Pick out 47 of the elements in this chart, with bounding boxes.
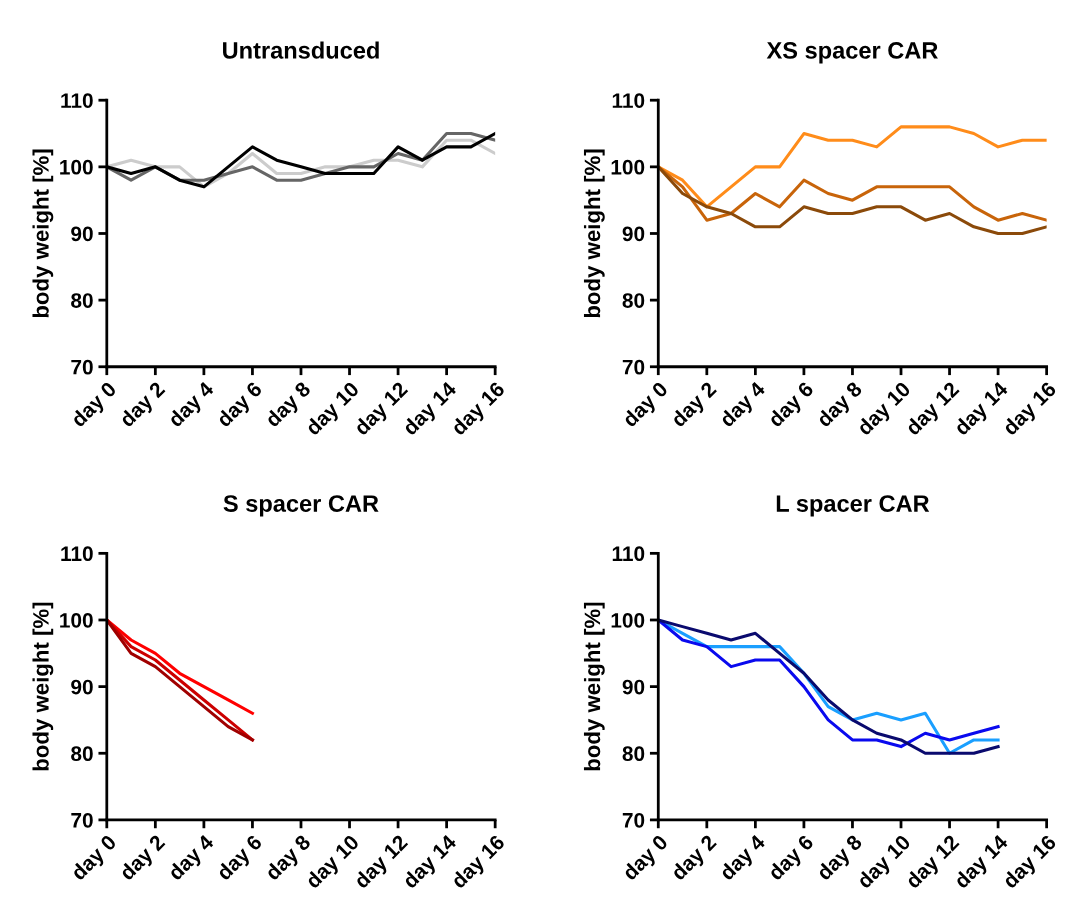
line-series: [106, 618, 254, 715]
y-tick-label: 90: [622, 679, 645, 695]
y-axis-title: body weight [%]: [32, 149, 54, 318]
y-tick-label: 110: [61, 93, 93, 108]
y-tick-label: 90: [622, 226, 645, 242]
x-tick-label: day 4: [166, 380, 215, 428]
y-tick-label: 70: [622, 359, 645, 375]
x-tick-label: day 6: [766, 380, 818, 431]
x-tick-label: day 2: [118, 833, 169, 884]
y-tick-label: 70: [71, 359, 93, 375]
x-tick-label: day 4: [718, 833, 766, 881]
y-tick-label: 80: [622, 746, 645, 762]
chart-title: XS spacer CAR: [766, 42, 938, 64]
chart-title: L spacer CAR: [776, 495, 930, 517]
y-tick-label: 80: [71, 293, 93, 308]
y-tick-label: 100: [611, 159, 645, 175]
y-tick-label: 90: [71, 226, 93, 242]
x-tick-label: day 4: [166, 833, 215, 881]
y-tick-label: 80: [622, 293, 645, 308]
x-tick-label: day 6: [766, 833, 818, 884]
y-axis-title: body weight [%]: [583, 602, 605, 771]
y-tick-label: 100: [60, 159, 93, 175]
x-tick-label: day 2: [669, 380, 720, 431]
x-tick-label: day 0: [621, 380, 672, 431]
chart-title: Untransduced: [223, 41, 379, 59]
y-tick-label: 110: [612, 93, 645, 108]
x-tick-label: day 2: [669, 833, 720, 884]
y-tick-label: 110: [612, 546, 645, 562]
y-tick-label: 90: [71, 679, 93, 695]
y-tick-label: 100: [60, 612, 93, 628]
y-tick-label: 70: [622, 812, 645, 828]
x-tick-label: day 2: [118, 380, 169, 431]
x-tick-label: day 0: [69, 833, 120, 884]
y-tick-label: 100: [611, 612, 645, 628]
y-tick-label: 110: [61, 546, 93, 562]
y-axis-title: body weight [%]: [583, 149, 605, 318]
x-tick-label: day 0: [69, 380, 120, 431]
x-tick-label: day 6: [215, 380, 266, 431]
y-axis-title: body weight [%]: [32, 602, 54, 771]
line-series: [658, 165, 1047, 236]
x-tick-label: day 6: [215, 833, 266, 884]
y-tick-label: 70: [71, 812, 93, 828]
y-tick-label: 80: [71, 746, 93, 762]
x-tick-label: day 4: [718, 380, 766, 428]
line-series: [658, 125, 1047, 209]
x-tick-label: day 0: [621, 833, 672, 884]
chart-title: S spacer CAR: [223, 495, 379, 517]
